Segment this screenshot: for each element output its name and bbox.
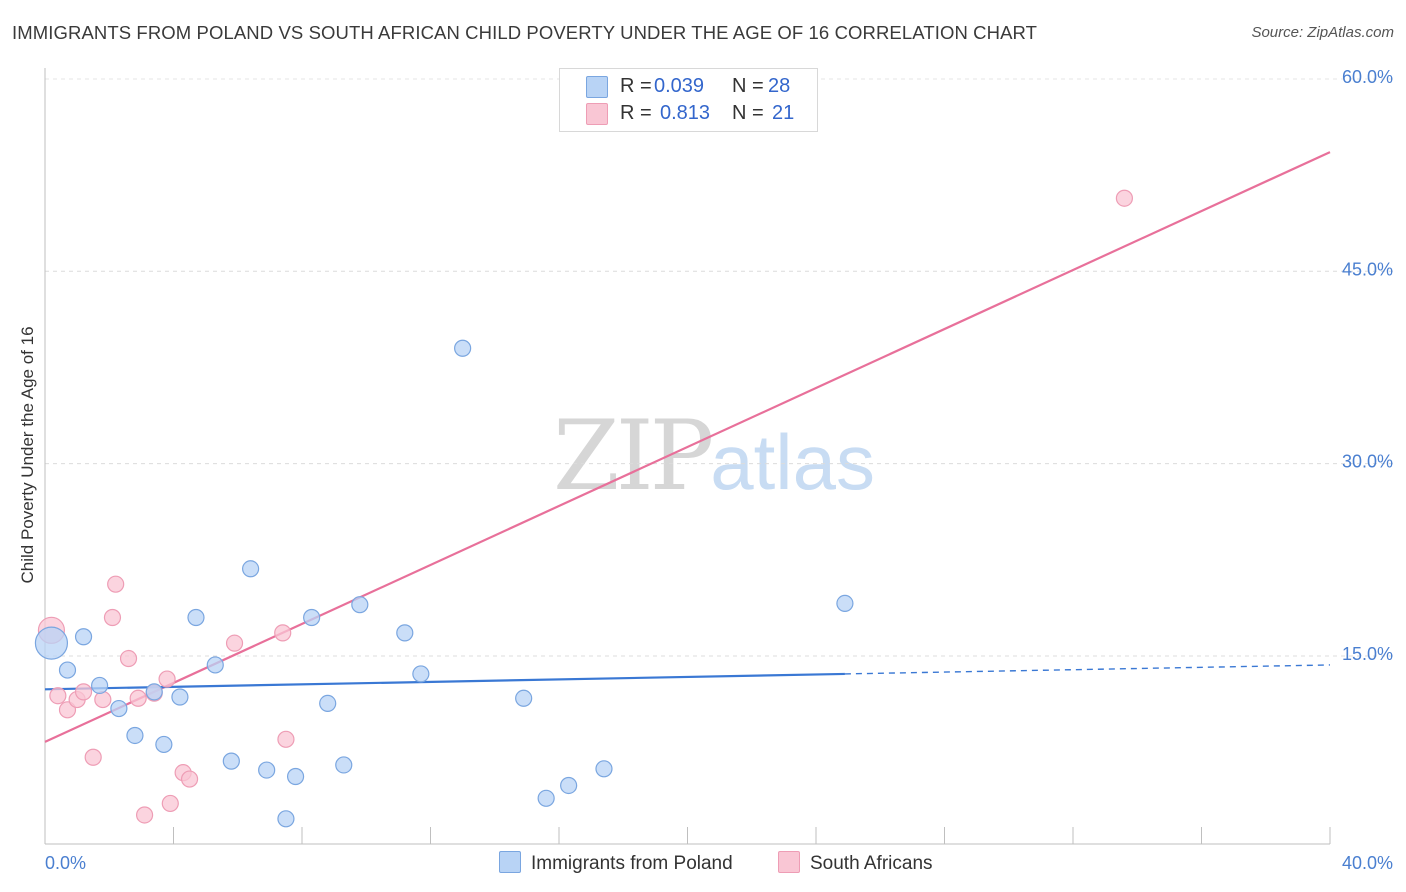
chart-title: IMMIGRANTS FROM POLAND VS SOUTH AFRICAN …: [12, 22, 1038, 43]
point-south-africans: [84, 748, 102, 766]
point-south-africans: [49, 687, 67, 705]
legend-r-value: 0.813: [660, 102, 711, 124]
point-poland: [351, 596, 369, 614]
point-poland: [58, 661, 77, 679]
point-poland: [335, 756, 353, 774]
trend-line-south-africans: [44, 151, 1331, 743]
point-poland: [537, 789, 555, 807]
point-south-africans: [103, 608, 122, 627]
y-tick-label: 60.0%: [1342, 67, 1393, 87]
point-poland: [303, 608, 321, 627]
point-poland: [319, 694, 337, 713]
point-poland: [34, 626, 69, 660]
point-poland: [454, 339, 472, 357]
point-poland: [396, 624, 414, 642]
point-south-africans: [158, 670, 176, 688]
trend-line-poland-extrapolated: [844, 664, 1331, 675]
point-poland: [412, 665, 430, 683]
bottom-legend-label-south-africans: South Africans: [810, 853, 933, 874]
watermark: ZIPatlas: [553, 400, 875, 512]
trend-lines: [44, 151, 1331, 743]
trend-line-poland: [44, 672, 845, 691]
point-poland: [277, 810, 295, 828]
point-poland: [286, 767, 305, 786]
point-south-africans: [1115, 189, 1134, 207]
point-poland: [171, 688, 189, 706]
legend-r-label: R =: [620, 102, 652, 124]
point-south-africans: [74, 683, 93, 701]
bottom-legend-swatch-blue: [499, 851, 521, 873]
y-tick-label: 15.0%: [1342, 644, 1393, 664]
legend-r-value: 0.039: [654, 75, 705, 97]
correlation-legend: R = 0.039 N = 28 R = 0.813 N = 21: [559, 68, 818, 132]
point-poland: [206, 656, 224, 674]
legend-n-label: N =: [732, 75, 764, 97]
legend-n-value: 21: [772, 102, 795, 124]
x-tick-label-max: 40.0%: [1342, 853, 1393, 873]
point-south-africans: [129, 689, 147, 707]
source-label: Source: ZipAtlas.com: [1251, 24, 1394, 41]
point-poland: [515, 689, 533, 707]
watermark-atlas: atlas: [710, 418, 875, 506]
point-south-africans: [225, 634, 244, 652]
point-poland: [595, 760, 613, 778]
point-south-africans: [161, 794, 179, 813]
point-poland: [560, 776, 578, 795]
point-south-africans: [180, 770, 199, 788]
legend-r-label: R =: [620, 75, 652, 97]
point-poland: [74, 628, 93, 646]
point-south-africans: [107, 575, 125, 593]
y-tick-label: 30.0%: [1342, 452, 1393, 472]
point-poland: [155, 735, 173, 754]
point-south-africans: [135, 806, 154, 824]
point-south-africans: [94, 690, 112, 709]
data-points: [34, 189, 1134, 828]
point-south-africans: [274, 624, 292, 642]
bottom-legend-swatch-pink: [778, 851, 800, 873]
bottom-legend-south-africans: South Africans: [778, 851, 933, 875]
y-tick-label: 45.0%: [1342, 259, 1393, 279]
point-poland: [126, 726, 144, 745]
axes: [44, 68, 1331, 845]
legend-n-value: 28: [768, 75, 791, 97]
point-poland: [222, 752, 240, 770]
bottom-legend-label-poland: Immigrants from Poland: [531, 853, 733, 874]
legend-swatch-pink: [586, 103, 608, 125]
point-poland: [145, 683, 163, 701]
point-south-africans: [119, 649, 138, 668]
point-south-africans: [277, 730, 295, 748]
x-tick-label-min: 0.0%: [45, 853, 86, 873]
point-poland: [110, 699, 128, 718]
bottom-legend-poland: Immigrants from Poland: [499, 851, 733, 875]
point-poland: [187, 608, 205, 627]
watermark-zip: ZIP: [553, 400, 714, 512]
point-poland: [91, 676, 109, 695]
legend-n-label: N =: [732, 102, 764, 124]
point-poland: [242, 560, 260, 578]
point-poland: [258, 761, 276, 779]
legend-swatch-blue: [586, 76, 608, 98]
point-poland: [836, 594, 854, 612]
tick-labels: 15.0% 30.0% 45.0% 60.0% 0.0% 40.0%: [45, 67, 1393, 873]
